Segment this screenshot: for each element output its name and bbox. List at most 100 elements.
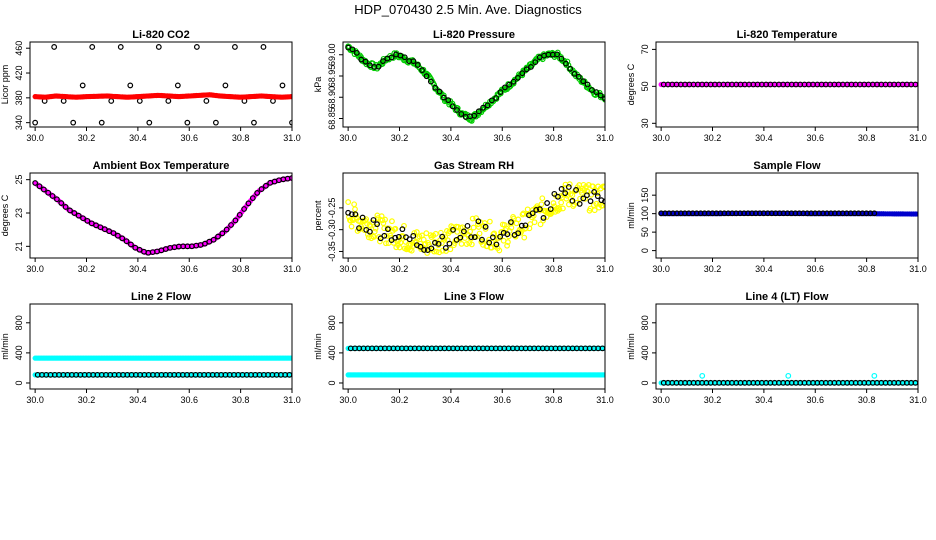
- data-point-rh-ave: [515, 230, 522, 237]
- panel-7: Line 2 Flow ml/min 30.0 30.2 30.4 30.6 30.8 31.…: [0, 291, 301, 405]
- y-tick-label: -0.35: [327, 241, 337, 262]
- x-tick-label: 30.6: [806, 264, 824, 274]
- data-point-line2-upper: [289, 355, 292, 361]
- data-point-rh: [383, 240, 389, 247]
- x-tick-label: 30.2: [704, 395, 722, 405]
- y-tick-label: -0.30: [327, 219, 337, 240]
- data-point-flow-ave: [772, 210, 779, 217]
- data-point-rh-ave: [392, 234, 399, 241]
- data-point-pressure-ave: [414, 62, 421, 68]
- x-tick-label: 30.2: [704, 264, 722, 274]
- y-axis-label: kPa: [313, 77, 323, 93]
- x-tick-label: 30.6: [493, 133, 511, 143]
- data-point-rh-ave: [602, 198, 605, 205]
- data-point-ambient-ave: [262, 182, 269, 189]
- x-tick-label: 30.0: [339, 395, 357, 405]
- y-tick-label: 150: [640, 188, 650, 203]
- x-tick-label: 30.2: [704, 133, 722, 143]
- data-point-rh-ave: [584, 192, 590, 199]
- data-point-rh-ave: [381, 232, 388, 239]
- x-tick-label: 30.4: [755, 133, 773, 143]
- plot-frame: [655, 303, 919, 390]
- data-point-ambient-ave: [215, 233, 221, 240]
- data-point-flow-ave: [756, 210, 763, 217]
- data-point-rh-ave: [497, 233, 503, 240]
- data-point-flow-ave: [788, 210, 795, 217]
- x-tick-label: 31.0: [909, 264, 927, 274]
- data-point-rh-ave: [533, 207, 540, 213]
- series-group: [658, 81, 918, 88]
- data-point-flow-ave: [685, 210, 692, 217]
- data-point-rh: [505, 239, 511, 245]
- data-point-rh-ave: [399, 226, 406, 233]
- data-point-flow-ave: [689, 210, 696, 217]
- panel-title: Li-820 Pressure: [433, 29, 515, 41]
- data-point-rh: [490, 231, 497, 238]
- x-tick-label: 30.6: [180, 395, 198, 405]
- data-point-flow-ave: [721, 210, 728, 217]
- data-point-outliers: [51, 44, 58, 50]
- x-tick-label: 30.6: [180, 133, 198, 143]
- data-point-rh: [377, 238, 383, 245]
- data-point-ambient-ave: [132, 244, 139, 251]
- data-point-rh-ave: [432, 239, 438, 246]
- y-tick-label: 800: [14, 315, 24, 330]
- x-tick-label: 31.0: [596, 133, 614, 143]
- data-point-ambient-ave: [228, 222, 234, 228]
- data-point-pressure-ave: [528, 64, 534, 70]
- data-point-flow-ave: [780, 210, 787, 217]
- data-point-flow-ave: [828, 210, 834, 217]
- x-tick-label: 30.6: [806, 133, 824, 143]
- x-tick-label: 30.4: [442, 395, 460, 405]
- data-point-ambient-ave: [67, 207, 73, 214]
- data-point-pressure-ave: [401, 54, 408, 61]
- y-tick-label: 0: [640, 380, 650, 385]
- data-point-rh-ave: [421, 247, 428, 253]
- data-point-flow-ave: [670, 210, 676, 217]
- y-tick-label: 21: [14, 241, 24, 251]
- data-point-flow-ave: [867, 210, 874, 217]
- data-point-rh: [433, 248, 440, 255]
- data-point-flow-ave: [851, 210, 858, 217]
- data-point-outliers: [251, 119, 257, 126]
- data-point-ambient-ave: [49, 193, 56, 199]
- x-tick-label: 30.8: [858, 395, 876, 405]
- data-point-rh: [524, 206, 531, 213]
- data-point-pressure-ave: [441, 94, 447, 101]
- data-point-rh-ave: [540, 215, 547, 221]
- data-point-rh-ave: [587, 198, 594, 205]
- data-point-flow-ave: [745, 210, 751, 217]
- data-point-pressure-ave: [575, 73, 582, 80]
- x-tick-label: 30.6: [806, 395, 824, 405]
- plot-frame: [29, 172, 293, 259]
- data-point-pressure-ave: [506, 81, 513, 88]
- y-tick-label: 400: [327, 345, 337, 360]
- panel-title: Line 2 Flow: [131, 291, 191, 303]
- data-point-ambient-ave: [110, 230, 117, 237]
- y-tick-label: 68.85: [327, 107, 337, 130]
- data-point-pressure-ave: [558, 55, 565, 62]
- data-point-rh-ave: [410, 232, 417, 239]
- y-tick-label: 68.95: [327, 65, 337, 88]
- data-point-rh-ave: [446, 240, 453, 247]
- y-tick-label: 0: [14, 380, 24, 385]
- data-point-flow-ave: [863, 210, 870, 217]
- data-point-pressure-ave: [458, 111, 465, 117]
- data-point-rh-ave: [450, 226, 456, 233]
- y-tick-label: 25: [14, 175, 24, 185]
- x-tick-label: 30.0: [652, 395, 670, 405]
- panel-title: Line 4 (LT) Flow: [746, 291, 829, 303]
- data-point-ambient-ave: [119, 235, 126, 242]
- panel-title: Gas Stream RH: [434, 160, 514, 172]
- plot-frame: [29, 41, 293, 128]
- data-point-rh: [584, 188, 591, 195]
- panel-5: Gas Stream RH percent 30.0 30.2 30.4 30.6 30.8…: [313, 160, 614, 274]
- data-point-ambient-ave: [219, 230, 226, 237]
- data-point-line3-lower: [602, 372, 605, 378]
- data-point-flow-ave: [816, 210, 822, 217]
- data-point-ambient-ave: [80, 215, 86, 222]
- data-point-rh-ave: [406, 236, 413, 243]
- x-tick-label: 30.0: [652, 264, 670, 274]
- data-point-rh: [481, 220, 488, 226]
